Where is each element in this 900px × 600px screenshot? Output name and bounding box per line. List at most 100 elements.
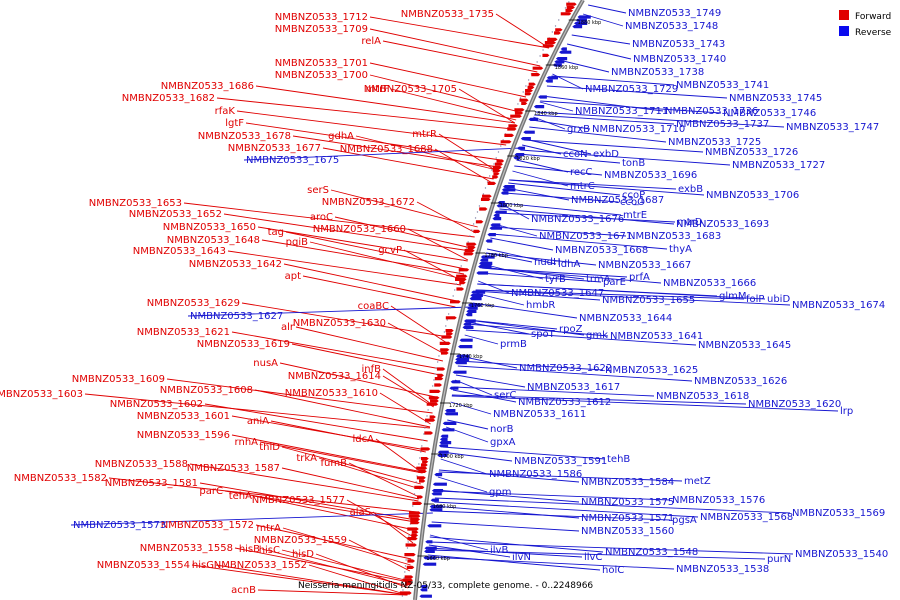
forward-gene-label[interactable]: NMBNZ0533_1619 bbox=[197, 339, 290, 350]
reverse-gene-label[interactable]: NMBNZ0533_1591 bbox=[514, 456, 607, 467]
reverse-gene-arrow[interactable] bbox=[427, 524, 442, 528]
reverse-gene-label[interactable]: NMBNZ0533_1569 bbox=[792, 508, 885, 519]
reverse-gene-label[interactable]: NMBNZ0533_1618 bbox=[656, 391, 749, 402]
reverse-gene-label[interactable]: NMBNZ0533_1671 bbox=[539, 231, 632, 242]
forward-gene-arrow[interactable] bbox=[494, 162, 504, 166]
forward-gene-label[interactable]: mtrA bbox=[256, 523, 281, 534]
reverse-gene-label[interactable]: NMBNZ0533_1622 bbox=[519, 363, 612, 374]
forward-gene-arrow[interactable] bbox=[416, 476, 426, 480]
reverse-gene-arrow[interactable] bbox=[533, 105, 545, 109]
reverse-gene-label[interactable]: NMBNZ0533_1727 bbox=[732, 160, 825, 171]
reverse-gene-label[interactable]: tehB bbox=[607, 454, 630, 465]
reverse-gene-arrow[interactable] bbox=[458, 345, 473, 349]
forward-gene-arrow[interactable] bbox=[480, 197, 491, 201]
reverse-gene-arrow[interactable] bbox=[455, 354, 470, 358]
reverse-gene-arrow[interactable] bbox=[437, 453, 448, 457]
forward-gene-label[interactable]: NMBNZ0533_1642 bbox=[189, 259, 282, 270]
reverse-gene-label[interactable]: NMBNZ0533_1584 bbox=[581, 477, 674, 488]
forward-gene-arrow[interactable] bbox=[521, 101, 528, 105]
reverse-gene-arrow[interactable] bbox=[493, 213, 500, 217]
forward-gene-arrow[interactable] bbox=[412, 501, 423, 505]
reverse-gene-label[interactable]: gpm bbox=[489, 487, 511, 498]
reverse-gene-arrow[interactable] bbox=[487, 233, 496, 237]
reverse-gene-label[interactable]: NMBNZ0533_1641 bbox=[610, 331, 703, 342]
reverse-gene-label[interactable]: NMBNZ0533_1737 bbox=[676, 119, 769, 130]
reverse-gene-arrow[interactable] bbox=[429, 505, 443, 509]
reverse-gene-label[interactable]: NMBNZ0533_1746 bbox=[723, 108, 816, 119]
forward-gene-arrow[interactable] bbox=[510, 114, 522, 118]
reverse-gene-label[interactable]: grxB bbox=[567, 124, 590, 135]
forward-gene-arrow[interactable] bbox=[417, 495, 424, 499]
reverse-gene-arrow[interactable] bbox=[577, 15, 591, 19]
reverse-gene-arrow[interactable] bbox=[496, 204, 507, 208]
forward-gene-label[interactable]: hisD bbox=[292, 549, 314, 560]
forward-gene-arrow[interactable] bbox=[458, 268, 470, 272]
reverse-gene-label[interactable]: NMBNZ0533_1571 bbox=[581, 513, 674, 524]
forward-gene-arrow[interactable] bbox=[405, 581, 413, 585]
reverse-gene-label[interactable]: ubiD bbox=[767, 294, 790, 305]
reverse-gene-arrow[interactable] bbox=[420, 585, 428, 589]
forward-gene-arrow[interactable] bbox=[504, 133, 515, 137]
reverse-gene-label[interactable]: NMBNZ0533_1617 bbox=[527, 382, 620, 393]
forward-gene-label[interactable]: alr bbox=[281, 322, 295, 333]
reverse-gene-arrow[interactable] bbox=[450, 380, 461, 384]
reverse-gene-arrow[interactable] bbox=[469, 297, 482, 301]
forward-gene-label[interactable]: fumB bbox=[321, 458, 348, 469]
reverse-gene-label[interactable]: ilvN bbox=[512, 552, 531, 563]
forward-gene-arrow[interactable] bbox=[555, 28, 563, 32]
forward-gene-label[interactable]: NMBNZ0533_1660 bbox=[313, 224, 406, 235]
reverse-gene-label[interactable]: mtrD bbox=[677, 217, 703, 228]
forward-gene-arrow[interactable] bbox=[507, 127, 517, 131]
reverse-gene-arrow[interactable] bbox=[442, 421, 457, 425]
forward-gene-label[interactable]: NMBNZ0533_1709 bbox=[275, 24, 368, 35]
reverse-gene-label[interactable]: NMBNZ0533_1568 bbox=[700, 512, 793, 523]
reverse-gene-label[interactable]: NMBNZ0533_1745 bbox=[729, 93, 822, 104]
reverse-gene-arrow[interactable] bbox=[462, 325, 474, 329]
forward-gene-arrow[interactable] bbox=[430, 399, 439, 403]
reverse-gene-arrow[interactable] bbox=[485, 239, 493, 243]
reverse-gene-arrow[interactable] bbox=[480, 255, 495, 259]
forward-gene-arrow[interactable] bbox=[566, 5, 575, 9]
reverse-gene-arrow[interactable] bbox=[560, 47, 567, 51]
reverse-gene-arrow[interactable] bbox=[431, 492, 442, 496]
forward-gene-label[interactable]: aniA bbox=[247, 416, 269, 427]
reverse-gene-label[interactable]: spoT bbox=[531, 329, 556, 340]
forward-gene-label[interactable]: NMBNZ0533_1608 bbox=[160, 385, 253, 396]
reverse-gene-label[interactable]: recC bbox=[570, 167, 593, 178]
forward-gene-label[interactable]: NMBNZ0533_1602 bbox=[110, 399, 203, 410]
forward-gene-arrow[interactable] bbox=[411, 533, 419, 537]
reverse-gene-label[interactable]: NMBNZ0533_1644 bbox=[579, 313, 672, 324]
reverse-gene-label[interactable]: ilvB bbox=[490, 545, 508, 556]
forward-gene-label[interactable]: NMBNZ0533_1577 bbox=[252, 495, 345, 506]
reverse-gene-arrow[interactable] bbox=[429, 508, 443, 512]
forward-gene-label[interactable]: NMBNZ0533_1630 bbox=[293, 318, 386, 329]
reverse-gene-label[interactable]: NMBNZ0533_1655 bbox=[602, 295, 695, 306]
forward-gene-arrow[interactable] bbox=[408, 514, 421, 518]
reverse-gene-arrow[interactable] bbox=[419, 594, 432, 598]
forward-gene-label[interactable]: hisG bbox=[192, 560, 214, 571]
reverse-gene-label[interactable]: mtrC bbox=[570, 181, 595, 192]
forward-gene-arrow[interactable] bbox=[467, 245, 476, 249]
forward-gene-arrow[interactable] bbox=[463, 252, 474, 256]
reverse-gene-label[interactable]: NMBNZ0533_1696 bbox=[604, 170, 697, 181]
reverse-gene-label[interactable]: NMBNZ0533_1667 bbox=[598, 260, 691, 271]
forward-gene-arrow[interactable] bbox=[445, 316, 457, 320]
reverse-gene-label[interactable]: NMBNZ0533_1576 bbox=[672, 495, 765, 506]
forward-gene-label[interactable]: lgtF bbox=[225, 118, 244, 129]
reverse-gene-arrow[interactable] bbox=[441, 428, 455, 432]
forward-gene-arrow[interactable] bbox=[456, 287, 465, 291]
reverse-gene-arrow[interactable] bbox=[425, 540, 433, 544]
forward-gene-arrow[interactable] bbox=[414, 485, 425, 489]
reverse-gene-arrow[interactable] bbox=[513, 156, 521, 160]
reverse-gene-label[interactable]: NMBNZ0533_1675 bbox=[246, 155, 339, 166]
reverse-gene-label[interactable]: parE bbox=[603, 277, 626, 288]
reverse-gene-arrow[interactable] bbox=[445, 409, 456, 413]
forward-gene-label[interactable]: ldcA bbox=[353, 434, 375, 445]
forward-gene-label[interactable]: NMBNZ0533_1596 bbox=[137, 430, 230, 441]
forward-gene-label[interactable]: NMBNZ0533_1552 bbox=[214, 560, 307, 571]
reverse-gene-label[interactable]: ccoN bbox=[563, 149, 588, 160]
forward-gene-label[interactable]: NMBNZ0533_1582 bbox=[14, 473, 107, 484]
forward-gene-arrow[interactable] bbox=[407, 559, 416, 563]
forward-gene-arrow[interactable] bbox=[566, 2, 577, 6]
forward-gene-arrow[interactable] bbox=[479, 207, 488, 211]
